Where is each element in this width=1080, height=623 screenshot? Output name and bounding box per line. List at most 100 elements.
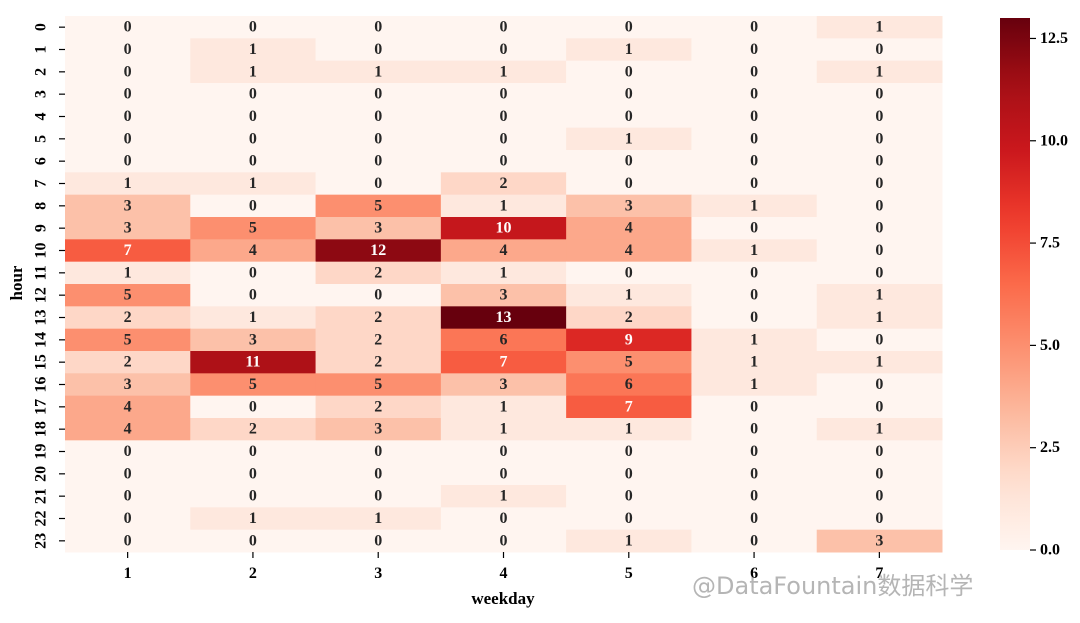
heatmap-cell: [816, 16, 943, 39]
heatmap-cell: [566, 529, 692, 553]
heatmap-cell: [315, 507, 442, 531]
heatmap-cell: [440, 16, 567, 39]
cell-value-label: 1: [500, 421, 508, 438]
y-tick-label: 22: [33, 511, 50, 527]
cell-value-label: 0: [249, 488, 257, 505]
cell-value-label: 7: [625, 398, 633, 415]
cell-value-label: 3: [625, 197, 633, 214]
cell-value-label: 0: [124, 532, 132, 549]
cell-value-label: 1: [249, 309, 257, 326]
cell-value-label: 1: [374, 510, 382, 527]
heatmap-cell: [691, 16, 818, 39]
cell-value-label: 3: [124, 197, 132, 214]
heatmap-cell: [190, 462, 317, 486]
cell-value-label: 0: [249, 153, 257, 170]
heatmap-cell: [315, 529, 442, 553]
heatmap-cell: [691, 373, 818, 397]
heatmap-cell: [566, 150, 692, 173]
heatmap-cell: [440, 239, 567, 263]
cell-value-label: 0: [124, 63, 132, 80]
cell-value-label: 0: [124, 19, 132, 36]
cell-value-label: 0: [750, 398, 758, 415]
heatmap-cell: [566, 328, 692, 352]
heatmap-cell: [691, 239, 818, 263]
y-tick-label: 19: [33, 444, 50, 460]
heatmap-cell: [440, 127, 567, 151]
heatmap-cell: [816, 373, 943, 397]
cell-value-label: 0: [750, 421, 758, 438]
cell-value-label: 1: [875, 19, 883, 36]
cell-value-label: 1: [750, 376, 758, 393]
heatmap-cell: [816, 440, 943, 464]
cell-value-label: 2: [124, 309, 132, 326]
heatmap-cell: [440, 395, 567, 419]
heatmap-cell: [566, 440, 692, 464]
heatmap-cell: [190, 172, 317, 196]
cell-value-label: 0: [875, 86, 883, 103]
cell-value-label: 1: [500, 398, 508, 415]
cell-value-label: 0: [124, 108, 132, 125]
cell-value-label: 2: [374, 398, 382, 415]
cell-value-label: 5: [249, 220, 257, 237]
cell-value-label: 0: [249, 19, 257, 36]
cell-value-label: 0: [249, 197, 257, 214]
cell-value-label: 0: [249, 264, 257, 281]
heatmap-cell: [65, 150, 191, 173]
cell-value-label: 5: [374, 376, 382, 393]
heatmap-cell: [440, 418, 567, 441]
cell-value-label: 0: [500, 130, 508, 147]
heatmap-cell: [190, 351, 317, 374]
colorbar-tick-label: 5.0: [1040, 337, 1060, 354]
y-tick-label: 6: [33, 157, 50, 165]
cell-value-label: 1: [625, 421, 633, 438]
cell-value-label: 0: [625, 264, 633, 281]
cell-value-label: 0: [249, 287, 257, 304]
y-tick-label: 17: [33, 399, 50, 415]
cell-value-label: 0: [750, 41, 758, 58]
heatmap-cell: [816, 351, 943, 374]
heatmap-cell: [566, 507, 692, 531]
colorbar-tick-label: 10.0: [1040, 132, 1068, 149]
heatmap-cell: [566, 194, 692, 218]
heatmap-cell: [691, 440, 818, 464]
cell-value-label: 0: [374, 108, 382, 125]
y-tick-label: 5: [33, 135, 50, 143]
cell-value-label: 0: [249, 465, 257, 482]
cell-value-label: 1: [500, 264, 508, 281]
heatmap-cell: [315, 485, 442, 508]
cell-value-label: 0: [750, 264, 758, 281]
y-tick-label: 4: [33, 113, 50, 121]
cell-value-label: 0: [500, 532, 508, 549]
heatmap-cell: [566, 172, 692, 196]
cell-value-label: 2: [374, 264, 382, 281]
cell-value-label: 1: [249, 63, 257, 80]
heatmap-cell: [190, 127, 317, 151]
cell-value-label: 2: [500, 175, 508, 192]
heatmap-cell: [691, 127, 818, 151]
cell-value-label: 0: [625, 510, 633, 527]
cell-value-label: 0: [750, 86, 758, 103]
heatmap-cell: [190, 105, 317, 129]
heatmap-cell: [65, 127, 191, 151]
y-tick-label: 10: [33, 243, 50, 259]
cell-value-label: 0: [625, 465, 633, 482]
colorbar-gradient: [1000, 18, 1030, 550]
heatmap-cell: [816, 284, 943, 307]
cell-value-label: 5: [124, 287, 132, 304]
cell-value-label: 2: [374, 331, 382, 348]
cell-value-label: 0: [875, 510, 883, 527]
cell-value-label: 0: [500, 19, 508, 36]
cell-value-label: 0: [374, 443, 382, 460]
cell-value-label: 0: [249, 108, 257, 125]
heatmap-cell: [65, 284, 191, 307]
heatmap-cell: [190, 217, 317, 240]
cell-value-label: 0: [625, 108, 633, 125]
cell-value-label: 2: [625, 309, 633, 326]
heatmap-cell: [440, 351, 567, 374]
cell-value-label: 1: [750, 331, 758, 348]
heatmap-cell: [816, 395, 943, 419]
cell-value-label: 0: [875, 376, 883, 393]
cell-value-label: 0: [249, 130, 257, 147]
cell-value-label: 1: [625, 130, 633, 147]
